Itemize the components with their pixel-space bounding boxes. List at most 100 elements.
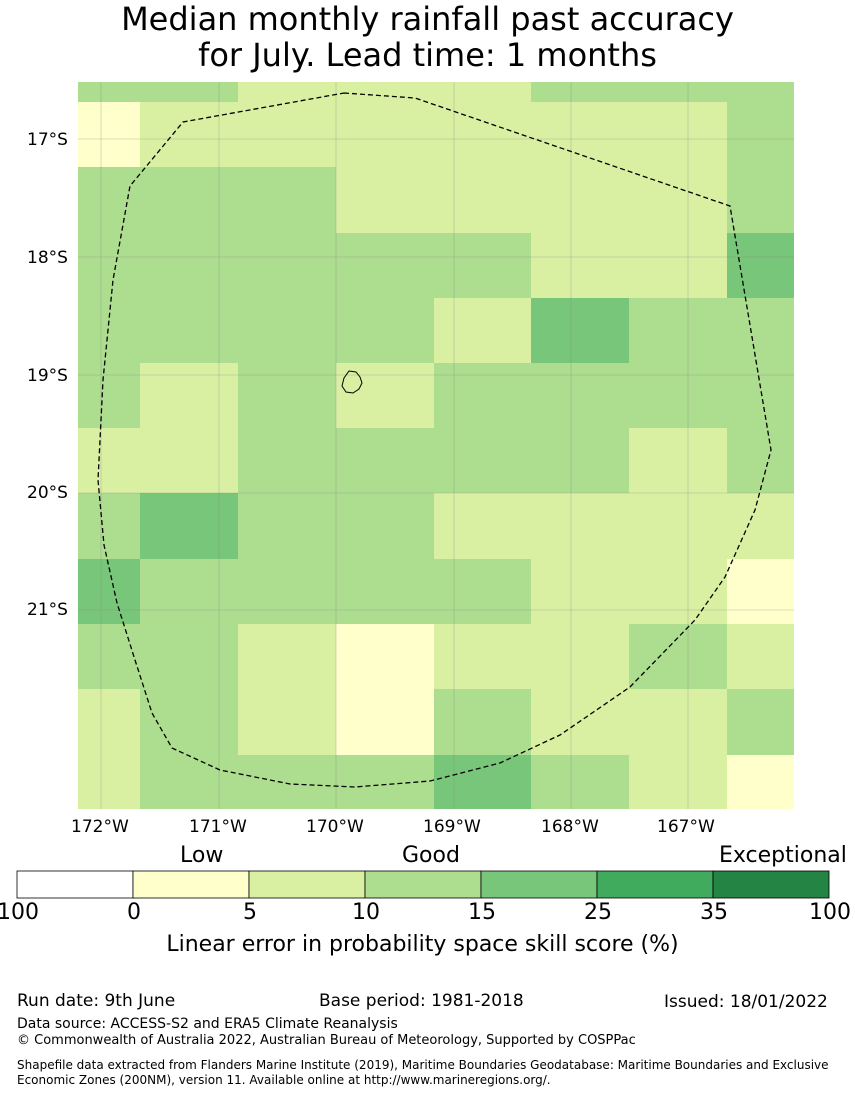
grid-cell bbox=[336, 493, 434, 559]
grid-cell bbox=[434, 493, 531, 559]
grid-cell bbox=[238, 102, 336, 167]
grid-cell bbox=[78, 298, 140, 363]
grid-cell bbox=[727, 689, 794, 755]
map-title-line-1: Median monthly rainfall past accuracy bbox=[121, 0, 734, 38]
grid-cell bbox=[434, 559, 531, 624]
grid-cell bbox=[629, 233, 727, 298]
grid-cell bbox=[629, 624, 727, 689]
grid-cell bbox=[238, 363, 336, 428]
lon-label-170w: 170°W bbox=[306, 817, 364, 837]
grid-cell bbox=[78, 493, 140, 559]
grid-cell bbox=[434, 363, 531, 428]
grid-cell bbox=[238, 689, 336, 755]
cb-tick-5: 25 bbox=[584, 900, 612, 925]
eez-boundary bbox=[97, 92, 772, 788]
colorbar-swatch bbox=[712, 870, 830, 899]
grid-cell bbox=[140, 624, 238, 689]
grid-cell bbox=[629, 559, 727, 624]
lon-label-168w: 168°W bbox=[541, 817, 599, 837]
grid-cell bbox=[238, 167, 336, 233]
grid-cell bbox=[434, 102, 531, 167]
skill-grid-cells bbox=[78, 82, 794, 809]
lat-label-20s: 20°S bbox=[27, 483, 68, 503]
cb-tick-0: 100 bbox=[0, 900, 39, 925]
grid-cell bbox=[531, 233, 629, 298]
run-date: Run date: 9th June bbox=[17, 991, 176, 1011]
category-exceptional: Exceptional bbox=[719, 843, 847, 868]
colorbar-swatch bbox=[248, 870, 366, 899]
grid-cell bbox=[238, 559, 336, 624]
grid-cell bbox=[629, 363, 727, 428]
grid-cell bbox=[238, 624, 336, 689]
grid-cell bbox=[140, 559, 238, 624]
grid-cell bbox=[727, 233, 794, 298]
grid-cell bbox=[531, 363, 629, 428]
grid-cell bbox=[531, 82, 629, 102]
cb-tick-2: 5 bbox=[243, 900, 257, 925]
grid-cell bbox=[78, 428, 140, 493]
cb-tick-4: 15 bbox=[468, 900, 496, 925]
colorbar-swatch bbox=[480, 870, 598, 899]
grid-cell bbox=[140, 82, 238, 102]
cb-tick-3: 10 bbox=[352, 900, 380, 925]
lon-label-171w: 171°W bbox=[189, 817, 247, 837]
grid-cell bbox=[727, 102, 794, 167]
grid-cell bbox=[727, 624, 794, 689]
grid-cell bbox=[78, 82, 140, 102]
issued-date: Issued: 18/01/2022 bbox=[664, 992, 828, 1012]
grid-cell bbox=[434, 624, 531, 689]
grid-cell bbox=[727, 363, 794, 428]
lon-label-169w: 169°W bbox=[423, 817, 481, 837]
grid-cell bbox=[336, 624, 434, 689]
island-outline bbox=[341, 370, 363, 394]
grid-cell bbox=[140, 167, 238, 233]
grid-cell bbox=[629, 755, 727, 809]
grid-cell bbox=[336, 755, 434, 809]
grid-cell bbox=[727, 82, 794, 102]
grid-cell bbox=[238, 428, 336, 493]
copyright-notice: © Commonwealth of Australia 2022, Austra… bbox=[17, 1033, 636, 1048]
colorbar-label: Linear error in probability space skill … bbox=[166, 932, 679, 957]
grid-cell bbox=[434, 298, 531, 363]
grid-cell bbox=[336, 559, 434, 624]
grid-cell bbox=[434, 689, 531, 755]
grid-cell bbox=[629, 167, 727, 233]
grid-cell bbox=[434, 233, 531, 298]
grid-cell bbox=[336, 363, 434, 428]
map-title-line-2: for July. Lead time: 1 months bbox=[198, 36, 657, 74]
grid-cell bbox=[727, 755, 794, 809]
grid-cell bbox=[336, 102, 434, 167]
grid-cell bbox=[629, 298, 727, 363]
colorbar-swatch bbox=[132, 870, 250, 899]
grid-cell bbox=[531, 755, 629, 809]
grid-cell bbox=[140, 298, 238, 363]
grid-cell bbox=[336, 298, 434, 363]
grid-cell bbox=[629, 102, 727, 167]
graticule-lines bbox=[78, 82, 794, 809]
grid-cell bbox=[531, 102, 629, 167]
grid-cell bbox=[140, 233, 238, 298]
grid-cell bbox=[78, 233, 140, 298]
grid-cell bbox=[629, 428, 727, 493]
grid-cell bbox=[140, 428, 238, 493]
grid-cell bbox=[434, 755, 531, 809]
grid-cell bbox=[727, 167, 794, 233]
lon-label-167w: 167°W bbox=[657, 817, 715, 837]
grid-cell bbox=[629, 689, 727, 755]
grid-cell bbox=[531, 493, 629, 559]
grid-cell bbox=[140, 493, 238, 559]
grid-cell bbox=[140, 363, 238, 428]
grid-cell bbox=[434, 428, 531, 493]
grid-cell bbox=[238, 755, 336, 809]
grid-cell bbox=[238, 493, 336, 559]
grid-cell bbox=[238, 82, 336, 102]
grid-cell bbox=[78, 102, 140, 167]
colorbar-swatch bbox=[16, 870, 134, 899]
grid-cell bbox=[531, 298, 629, 363]
grid-cell bbox=[727, 428, 794, 493]
shapefile-credit-line-1: Shapefile data extracted from Flanders M… bbox=[17, 1058, 829, 1072]
grid-cell bbox=[78, 624, 140, 689]
grid-cell bbox=[336, 233, 434, 298]
grid-cell bbox=[336, 689, 434, 755]
